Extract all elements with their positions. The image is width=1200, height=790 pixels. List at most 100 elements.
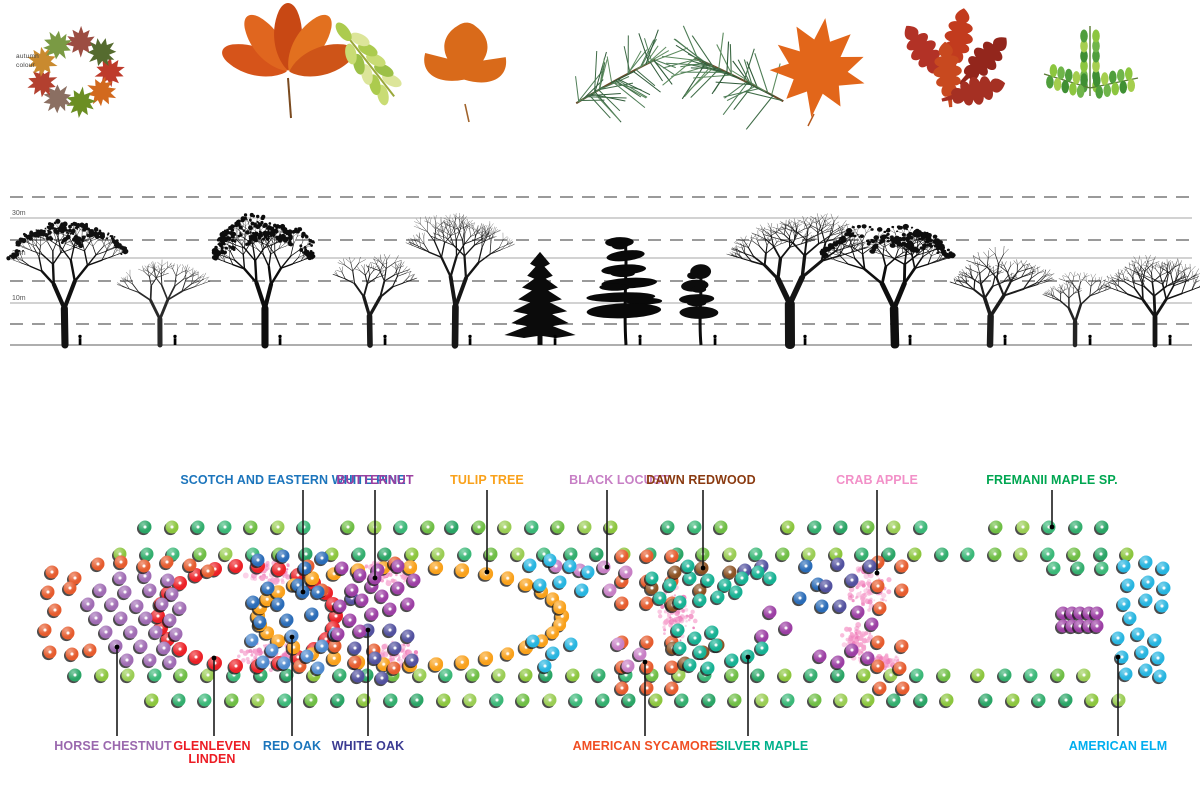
tree-silhouette-vase [1103,254,1200,348]
dot-horse-chestnut [143,653,157,667]
dot-butternut [391,559,405,573]
dot-silver-maple [673,641,687,655]
dot-fremanii-maple [551,520,565,534]
dot-fremanii-maple [989,520,1003,534]
dot-white-oak [375,671,389,685]
dot-fremanii-maple [193,547,206,561]
dot-fremanii-maple [333,668,347,682]
dot-american-sycamore [640,596,654,610]
dot-white-oak [833,599,847,613]
dot-white-oak [845,573,859,587]
dot-butternut [355,593,369,607]
dot-american-sycamore [160,555,174,569]
human-scale-figure [553,334,557,345]
dot-fremanii-maple [802,547,816,561]
dot-american-sycamore [665,660,679,674]
dot-fremanii-maple [325,547,339,561]
dot-fremanii-maple [1041,547,1054,561]
dot-fremanii-maple [445,520,459,534]
dot-horse-chestnut [81,597,95,611]
dot-silver-maple [751,565,765,579]
dot-tulip-tree [286,640,301,655]
dot-butternut [345,583,359,597]
dot-fremanii-maple [834,520,848,534]
dot-butternut [353,568,367,582]
dot-tulip-tree [500,571,515,586]
dot-fremanii-maple [661,520,675,534]
dot-fremanii-maple [439,668,453,682]
dot-american-elm [1148,633,1162,647]
dot-american-sycamore [137,559,151,573]
dot-horse-chestnut [139,611,153,625]
dot-fremanii-maple [458,547,471,561]
dot-silver-maple [725,653,739,667]
dot-glenleven-linden [208,655,223,670]
dot-fremanii-maple [808,520,821,534]
dot-fremanii-maple [1014,547,1028,561]
dot-american-sycamore [665,681,679,695]
white-pine-needles [575,29,689,123]
dot-american-sycamore [615,681,629,695]
dot-silver-maple [693,645,707,659]
dot-horse-chestnut [155,597,169,611]
dot-red-oak [265,643,279,657]
dot-fremanii-maple [341,520,355,534]
dot-horse-chestnut [163,655,177,669]
dot-fremanii-maple [1047,561,1061,575]
dot-scotch-eastern-white-pine [315,551,329,565]
dot-white-oak [383,623,397,637]
human-scale-figure [638,334,642,345]
dot-fremanii-maple [1059,693,1072,707]
dot-silver-maple [755,641,769,655]
dot-tulip-tree [327,651,341,666]
dot-tulip-tree [455,563,469,577]
tree-silhouette-bare [116,259,211,348]
dot-tulip-tree [479,566,493,581]
dot-fremanii-maple [525,520,538,534]
dot-fremanii-maple [251,693,265,707]
human-scale-figure [1003,334,1007,345]
dot-glenleven-linden [229,559,244,574]
dot-butternut [335,561,349,575]
dot-silver-maple [718,578,732,592]
dot-butternut [333,599,347,613]
tulip-tree-leaf [424,22,507,123]
dot-american-elm [1155,599,1169,613]
dot-dawn-redwood [645,581,659,595]
dot-fremanii-maple [749,547,763,561]
height-scale-label: 10m [12,295,26,302]
dot-american-elm [526,634,540,648]
dot-american-sycamore [63,581,77,595]
scotch-pine-needles [661,25,784,130]
dot-american-sycamore [615,596,629,610]
dot-silver-maple [735,571,749,585]
sycamore-leaf [769,18,865,127]
dot-fremanii-maple [778,668,791,682]
dot-fremanii-maple [172,693,185,707]
dot-fremanii-maple [702,693,715,707]
human-scale-figure [1088,334,1092,345]
dot-american-sycamore [615,549,629,563]
dot-fremanii-maple [198,693,212,707]
human-scale-figure [78,334,82,345]
dot-scotch-eastern-white-pine [246,595,260,609]
dot-fremanii-maple [357,693,371,707]
tree-silhouette-bare [949,246,1055,348]
dot-horse-chestnut [173,601,187,615]
dot-fremanii-maple [831,668,844,682]
dot-tulip-tree [552,600,567,615]
dot-fremanii-maple [219,547,233,561]
dot-horse-chestnut [157,641,171,655]
dot-american-sycamore [640,635,654,649]
dot-american-elm [1117,597,1131,611]
dot-american-elm [1157,581,1171,595]
dot-tulip-tree [546,625,560,640]
dot-butternut [755,629,769,643]
dot-american-sycamore [38,623,52,637]
dot-tulip-tree [403,560,417,574]
dot-red-oak [285,629,299,643]
dot-horse-chestnut [163,613,177,627]
dot-silver-maple [681,559,695,573]
dot-american-sycamore [68,571,82,585]
